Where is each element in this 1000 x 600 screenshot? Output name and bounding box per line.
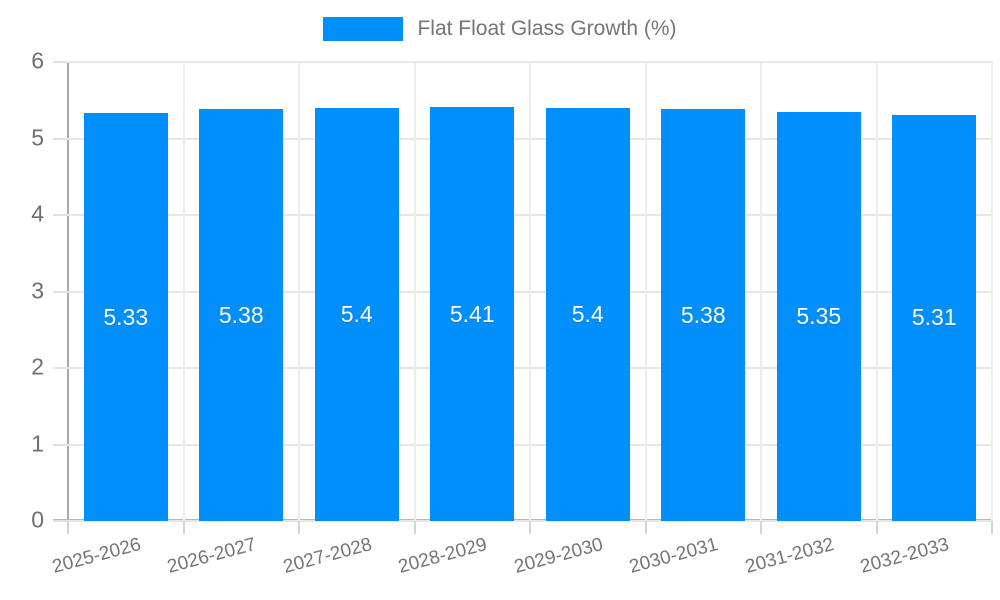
bar-value-label: 5.4 xyxy=(340,300,373,327)
x-axis-tick xyxy=(760,521,762,534)
gridline-vertical xyxy=(413,62,416,521)
x-axis-tick xyxy=(644,521,647,534)
x-axis-tick xyxy=(875,521,878,534)
bar[interactable]: 5.4 xyxy=(314,107,399,521)
x-axis-label: 2032-2033 xyxy=(858,534,952,578)
y-axis-tick xyxy=(53,214,68,216)
y-axis-label: 3 xyxy=(31,277,44,304)
x-axis-label: 2031-2032 xyxy=(742,534,837,578)
gridline-vertical xyxy=(529,62,531,521)
x-axis-tick xyxy=(529,521,531,534)
gridline-vertical xyxy=(182,62,185,521)
y-axis-tick xyxy=(53,137,68,140)
bar-value-label: 5.38 xyxy=(680,301,726,328)
gridline-vertical xyxy=(991,62,993,521)
x-axis-label: 2029-2030 xyxy=(511,534,606,578)
bar[interactable]: 5.4 xyxy=(545,107,630,521)
bar[interactable]: 5.41 xyxy=(430,107,515,521)
x-axis-tick xyxy=(413,521,416,534)
y-axis-label: 5 xyxy=(31,124,44,151)
bar[interactable]: 5.31 xyxy=(892,114,977,521)
bar[interactable]: 5.38 xyxy=(661,109,746,521)
y-axis-tick xyxy=(53,290,68,293)
bar-value-label: 5.4 xyxy=(571,300,604,327)
plot-area: 2025-2026 2026-2027 2027-2028 2028-2029 2029… xyxy=(31,49,993,578)
y-axis-line xyxy=(67,62,69,534)
x-axis-label: 2026-2027 xyxy=(165,534,259,578)
y-axis-label: 6 xyxy=(31,47,44,74)
bar[interactable]: 5.35 xyxy=(776,111,861,521)
bar-value-label: 5.31 xyxy=(911,304,957,331)
gridline-vertical xyxy=(875,62,878,521)
legend-label: Flat Float Glass Growth (%) xyxy=(417,17,677,40)
gridline-vertical xyxy=(644,62,647,521)
bar[interactable]: 5.38 xyxy=(199,109,284,521)
x-axis-label: 2028-2029 xyxy=(396,534,490,578)
gridline-vertical xyxy=(760,62,762,521)
x-axis-tick xyxy=(991,521,993,534)
legend-swatch xyxy=(323,17,404,41)
gridline-vertical xyxy=(298,62,300,521)
x-axis-label: 2030-2031 xyxy=(627,534,721,578)
y-axis-label: 2 xyxy=(31,353,44,380)
bar-value-label: 5.35 xyxy=(796,302,842,329)
x-axis-tick xyxy=(298,521,300,534)
legend[interactable]: Flat Float Glass Growth (%) xyxy=(0,17,1000,41)
bar-value-label: 5.41 xyxy=(449,300,495,327)
bar-value-label: 5.33 xyxy=(103,303,149,330)
x-axis-label: 2027-2028 xyxy=(280,534,375,578)
y-axis-tick xyxy=(53,367,68,369)
y-axis-tick xyxy=(53,443,68,446)
x-axis-tick xyxy=(182,521,185,534)
y-axis-label: 4 xyxy=(31,200,44,227)
x-axis-label: 2025-2026 xyxy=(49,534,144,578)
x-axis-tick xyxy=(67,521,69,534)
y-axis-tick xyxy=(53,61,68,63)
y-axis-label: 1 xyxy=(31,430,44,457)
bar[interactable]: 5.33 xyxy=(83,113,168,521)
y-axis-tick xyxy=(53,520,68,522)
y-axis-label: 0 xyxy=(31,506,44,533)
bar-value-label: 5.38 xyxy=(218,301,264,328)
